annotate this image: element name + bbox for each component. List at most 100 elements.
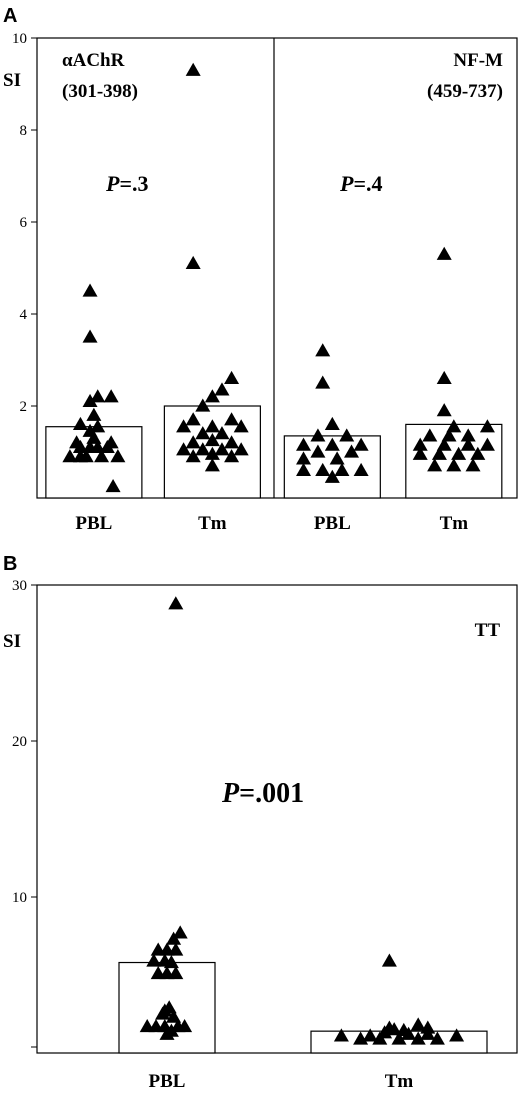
data-point xyxy=(315,343,331,357)
category-label-tm: Tm xyxy=(385,1071,414,1092)
p-value: P=.4 xyxy=(339,171,383,196)
data-point xyxy=(168,965,184,980)
data-point xyxy=(176,419,192,433)
p-value-prefix: P xyxy=(221,778,240,809)
data-point xyxy=(86,430,102,444)
data-point xyxy=(362,1028,378,1042)
data-point xyxy=(224,370,240,385)
data-point xyxy=(324,416,340,431)
data-point xyxy=(429,1031,445,1045)
data-point xyxy=(334,462,350,477)
data-point xyxy=(344,444,360,458)
data-point xyxy=(195,442,211,456)
data-point xyxy=(90,439,106,454)
data-point xyxy=(296,451,312,465)
data-point xyxy=(333,1028,349,1042)
data-point xyxy=(381,1020,397,1034)
data-point xyxy=(105,479,121,493)
data-point xyxy=(90,419,106,433)
y-tick-label: 10 xyxy=(12,31,27,47)
data-point xyxy=(410,1031,426,1045)
data-point xyxy=(324,437,340,451)
data-point xyxy=(82,423,98,437)
data-point xyxy=(161,1000,177,1014)
data-point xyxy=(381,953,397,967)
data-point xyxy=(233,442,249,456)
data-point xyxy=(324,469,340,483)
data-point xyxy=(177,1018,193,1033)
data-point xyxy=(185,435,201,449)
data-point xyxy=(103,389,119,403)
data-point xyxy=(185,412,201,426)
data-point xyxy=(296,462,312,477)
data-point xyxy=(224,449,240,463)
data-point xyxy=(449,1028,465,1042)
data-point xyxy=(86,407,102,421)
y-tick-label: 4 xyxy=(20,307,28,323)
data-point xyxy=(168,942,184,956)
subplot-label-line1: NF-M xyxy=(453,50,503,71)
category-label-pbl: PBL xyxy=(75,513,112,534)
data-point xyxy=(412,437,428,451)
data-point xyxy=(168,596,184,610)
data-point xyxy=(110,449,126,463)
data-point xyxy=(90,389,106,403)
plot-frame-a xyxy=(36,37,518,499)
data-point xyxy=(146,953,162,967)
panel-letter-a: A xyxy=(3,5,17,27)
p-value-prefix: P xyxy=(105,171,120,196)
data-point xyxy=(204,446,220,460)
data-point xyxy=(353,437,369,451)
data-point xyxy=(427,458,443,472)
y-tick-label: 8 xyxy=(20,123,28,139)
data-point xyxy=(460,437,476,451)
data-point xyxy=(163,955,179,969)
data-point xyxy=(176,442,192,456)
data-point xyxy=(82,283,98,297)
data-point xyxy=(69,435,85,449)
data-point xyxy=(310,428,326,442)
p-value-value: =.001 xyxy=(239,778,304,809)
data-point xyxy=(214,382,230,396)
data-point xyxy=(185,255,201,270)
data-point xyxy=(214,426,230,440)
plot-frame-b xyxy=(36,584,518,1054)
data-point xyxy=(441,428,457,442)
data-point xyxy=(94,449,110,463)
data-point xyxy=(155,1006,171,1020)
data-point xyxy=(460,428,476,442)
data-point xyxy=(195,426,211,440)
y-tick-label: 20 xyxy=(12,734,27,750)
data-point xyxy=(436,246,452,260)
data-point xyxy=(465,458,481,472)
data-point xyxy=(185,449,201,463)
data-point xyxy=(479,419,495,433)
data-point xyxy=(204,458,220,472)
data-point xyxy=(422,428,438,442)
data-point xyxy=(172,925,188,939)
data-point xyxy=(204,419,220,433)
p-value-value: =.4 xyxy=(353,171,382,196)
y-tick-label: 2 xyxy=(20,399,28,415)
p-value: P=.001 xyxy=(221,778,304,809)
data-point xyxy=(436,403,452,417)
data-point xyxy=(391,1031,407,1045)
data-point xyxy=(296,437,312,451)
data-point xyxy=(82,329,98,343)
y-axis-label: SI xyxy=(3,70,21,91)
p-value-value: =.3 xyxy=(119,171,148,196)
data-point xyxy=(78,449,94,463)
chart-label-tt: TT xyxy=(475,620,501,641)
data-point xyxy=(446,458,462,472)
data-point xyxy=(353,462,369,477)
category-label-tm: Tm xyxy=(440,513,469,534)
data-point xyxy=(431,446,447,460)
data-point xyxy=(451,446,467,460)
data-point xyxy=(224,435,240,449)
category-label-pbl: PBL xyxy=(149,1071,186,1092)
data-point xyxy=(412,446,428,460)
subplot-label-line2: (459-737) xyxy=(427,81,503,102)
data-point xyxy=(204,389,220,403)
data-point xyxy=(315,462,331,477)
p-value: P=.3 xyxy=(105,171,149,196)
